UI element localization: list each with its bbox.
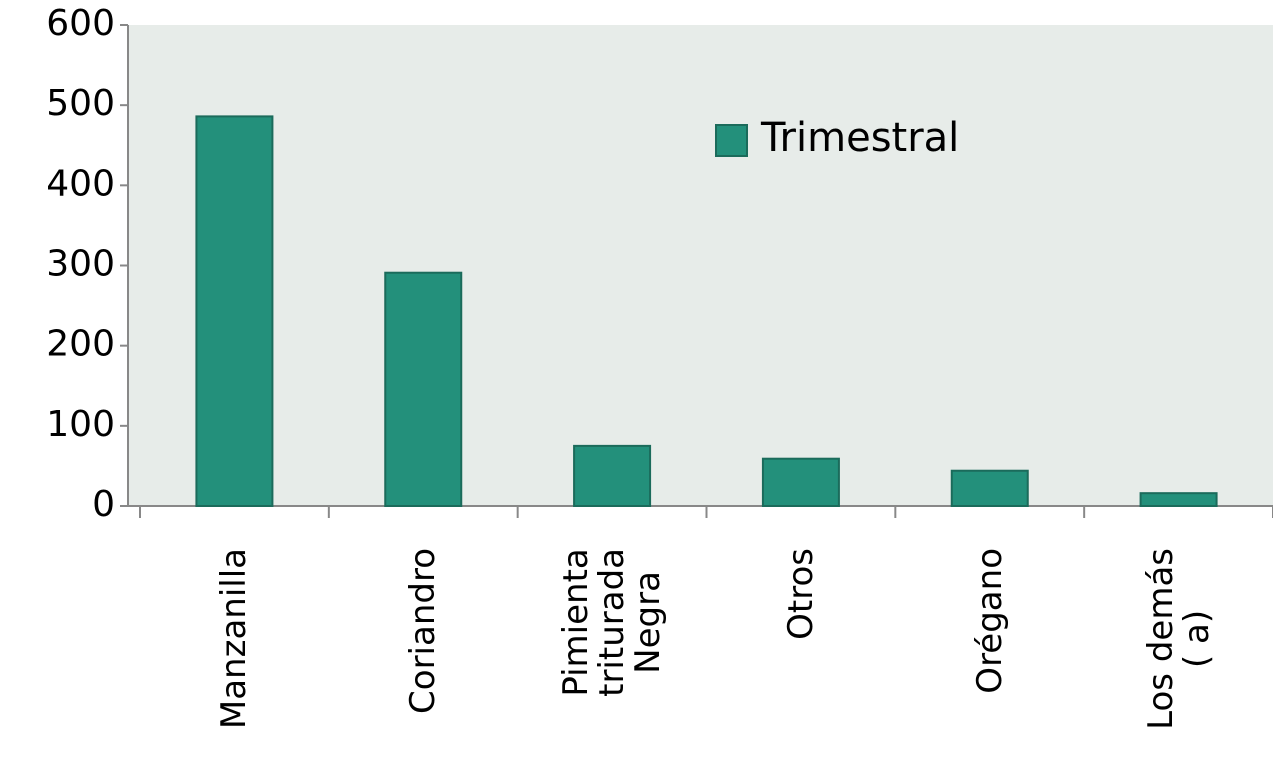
bar xyxy=(384,271,463,507)
bar xyxy=(573,444,652,507)
bar xyxy=(1139,492,1218,508)
y-tick-label: 400 xyxy=(46,163,115,204)
y-tick-label: 500 xyxy=(46,83,115,124)
y-tick-label: 600 xyxy=(46,3,115,44)
x-tick-label: Manzanilla xyxy=(174,548,294,768)
x-tick-label: Orégano xyxy=(930,548,1050,768)
x-tick-label: Los demás ( a) xyxy=(1119,548,1239,768)
plot-area xyxy=(128,25,1273,506)
bar xyxy=(950,469,1029,507)
x-tick-label-text: Manzanilla xyxy=(214,548,255,730)
x-tick-label-text: Coriandro xyxy=(403,548,444,714)
x-tick-label-text: Otros xyxy=(780,548,821,640)
y-tick-label: 200 xyxy=(46,324,115,365)
x-tick-label: Coriandro xyxy=(363,548,483,768)
legend-swatch xyxy=(715,124,748,157)
bar xyxy=(195,115,274,507)
y-tick-label: 0 xyxy=(92,484,115,525)
x-tick-label: Otros xyxy=(741,548,861,768)
x-tick-label-text: Los demás ( a) xyxy=(1140,548,1217,730)
y-tick-label: 300 xyxy=(46,244,115,285)
y-tick-label: 100 xyxy=(46,404,115,445)
x-tick-label-text: Pimienta triturada Negra xyxy=(556,548,669,697)
x-tick-label: Pimienta triturada Negra xyxy=(552,548,672,768)
bar xyxy=(761,457,840,507)
x-tick-label-text: Orégano xyxy=(969,548,1010,694)
legend-label: Trimestral xyxy=(760,115,959,161)
